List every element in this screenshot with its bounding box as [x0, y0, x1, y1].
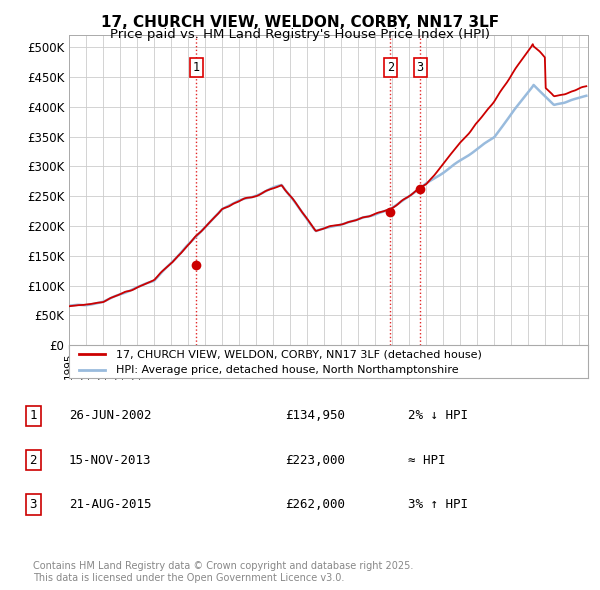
Text: 1: 1: [29, 409, 37, 422]
Text: 21-AUG-2015: 21-AUG-2015: [69, 498, 151, 511]
Text: 3: 3: [416, 61, 424, 74]
Text: Price paid vs. HM Land Registry's House Price Index (HPI): Price paid vs. HM Land Registry's House …: [110, 28, 490, 41]
Text: 15-NOV-2013: 15-NOV-2013: [69, 454, 151, 467]
Text: 26-JUN-2002: 26-JUN-2002: [69, 409, 151, 422]
Text: 3: 3: [29, 498, 37, 511]
Text: 2: 2: [387, 61, 394, 74]
Text: £262,000: £262,000: [285, 498, 345, 511]
Text: ≈ HPI: ≈ HPI: [408, 454, 446, 467]
Text: £134,950: £134,950: [285, 409, 345, 422]
Text: 2% ↓ HPI: 2% ↓ HPI: [408, 409, 468, 422]
Text: 2: 2: [29, 454, 37, 467]
Text: Contains HM Land Registry data © Crown copyright and database right 2025.
This d: Contains HM Land Registry data © Crown c…: [33, 561, 413, 583]
Text: HPI: Average price, detached house, North Northamptonshire: HPI: Average price, detached house, Nort…: [116, 365, 458, 375]
Text: 17, CHURCH VIEW, WELDON, CORBY, NN17 3LF (detached house): 17, CHURCH VIEW, WELDON, CORBY, NN17 3LF…: [116, 349, 482, 359]
Text: £223,000: £223,000: [285, 454, 345, 467]
Text: 17, CHURCH VIEW, WELDON, CORBY, NN17 3LF: 17, CHURCH VIEW, WELDON, CORBY, NN17 3LF: [101, 15, 499, 30]
Text: 3% ↑ HPI: 3% ↑ HPI: [408, 498, 468, 511]
Text: 1: 1: [193, 61, 200, 74]
